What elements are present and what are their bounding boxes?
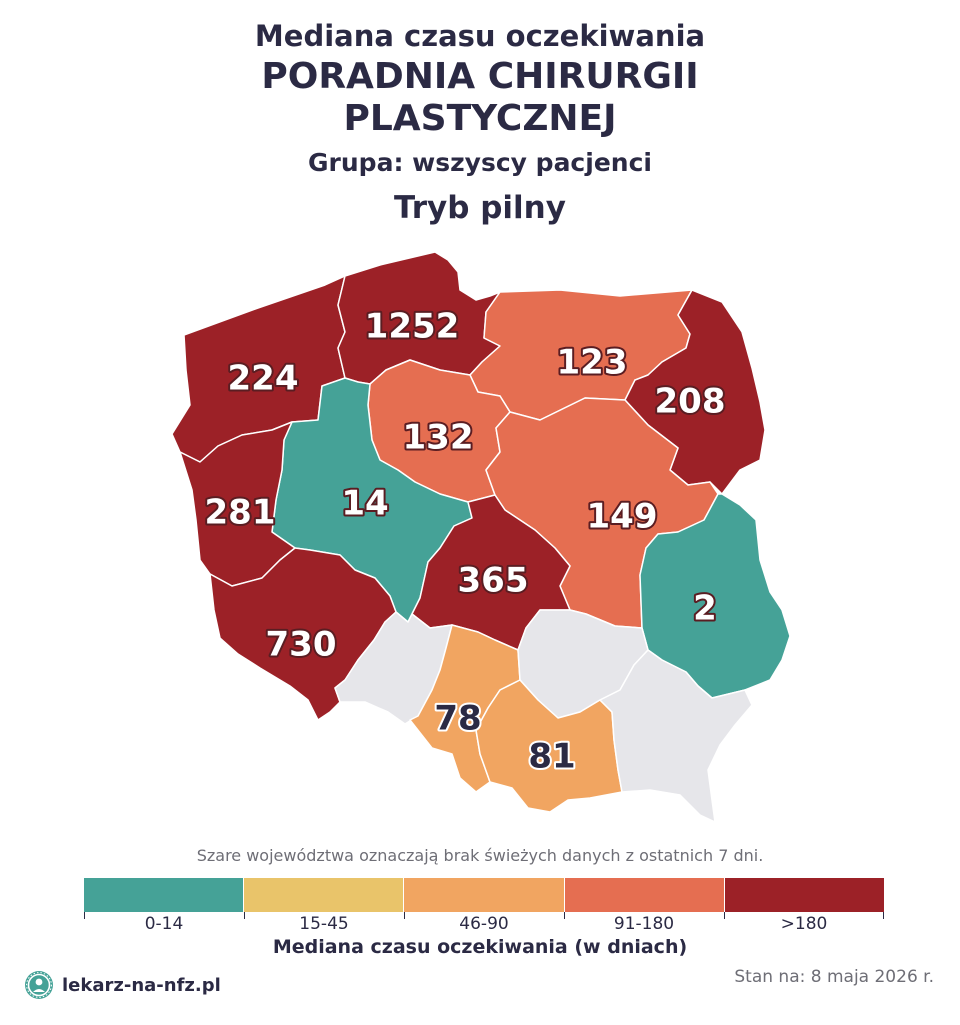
no-data-note: Szare województwa oznaczają brak świeżyc… [196,846,764,865]
legend-label-4: >180 [780,914,828,934]
region-lubuskie[interactable] [179,421,296,587]
brand-name: lekarz-na-nfz.pl [62,974,221,996]
legend-tick [404,912,405,919]
legend-tick [244,912,245,919]
value-label-zachodniopomorskie: 224 [228,359,299,399]
legend-swatch-0 [84,878,245,912]
legend-swatch-1 [244,878,405,912]
mode-title: Tryb pilny [394,190,566,226]
poland-map: 1252 224 123 208 132 14 281 149 365 2 730 78 81 [171,251,791,823]
clinic-name-line2: PLASTYCZNEJ [343,98,617,139]
value-label-warminsko-mazurskie: 123 [557,343,628,383]
clinic-name-line1: PORADNIA CHIRURGII [261,56,699,97]
value-label-mazowieckie: 149 [587,497,658,537]
legend-label-3: 91-180 [613,914,675,934]
value-label-lodzkie: 365 [458,561,529,601]
value-label-lubelskie: 2 [693,589,717,629]
region-podkarpackie[interactable] [599,649,753,823]
value-label-kujawsko-pomorskie: 132 [403,418,474,458]
legend-label-2: 46-90 [459,914,509,934]
legend-ticks [84,912,884,920]
stethoscope-logo-icon [25,971,53,999]
region-opolskie[interactable] [334,611,453,725]
legend-swatch-4 [724,878,885,912]
patient-group: Grupa: wszyscy pacjenci [308,148,652,177]
chart-title-top: Mediana czasu oczekiwania [254,19,706,53]
legend-swatch-2 [404,878,565,912]
legend-label-1: 15-45 [299,914,349,934]
value-label-podlaskie: 208 [655,382,726,422]
value-label-dolnoslaskie: 730 [266,625,337,665]
value-label-pomorskie: 1252 [365,307,460,347]
title-block: Mediana czasu oczekiwania PORADNIA CHIRU… [0,16,960,228]
legend-tick [724,912,725,919]
data-date: Stan na: 8 maja 2026 r. [734,967,934,987]
value-label-wielkopolskie: 14 [341,484,388,524]
region-malopolskie[interactable] [475,679,623,813]
legend-tick [84,912,85,919]
legend-swatch-3 [564,878,725,912]
legend-tick [883,912,884,919]
legend-labels: 0-14 15-45 46-90 91-180 >180 [84,914,884,934]
value-label-slaskie: 78 [434,699,481,739]
value-label-lubuskie: 281 [205,493,276,533]
color-legend [84,878,885,912]
brand[interactable]: lekarz-na-nfz.pl [24,970,221,1000]
legend-label-0: 0-14 [144,914,184,934]
value-label-malopolskie: 81 [528,737,575,777]
legend-tick [564,912,565,919]
legend-title: Mediana czasu oczekiwania (w dniach) [272,936,688,958]
